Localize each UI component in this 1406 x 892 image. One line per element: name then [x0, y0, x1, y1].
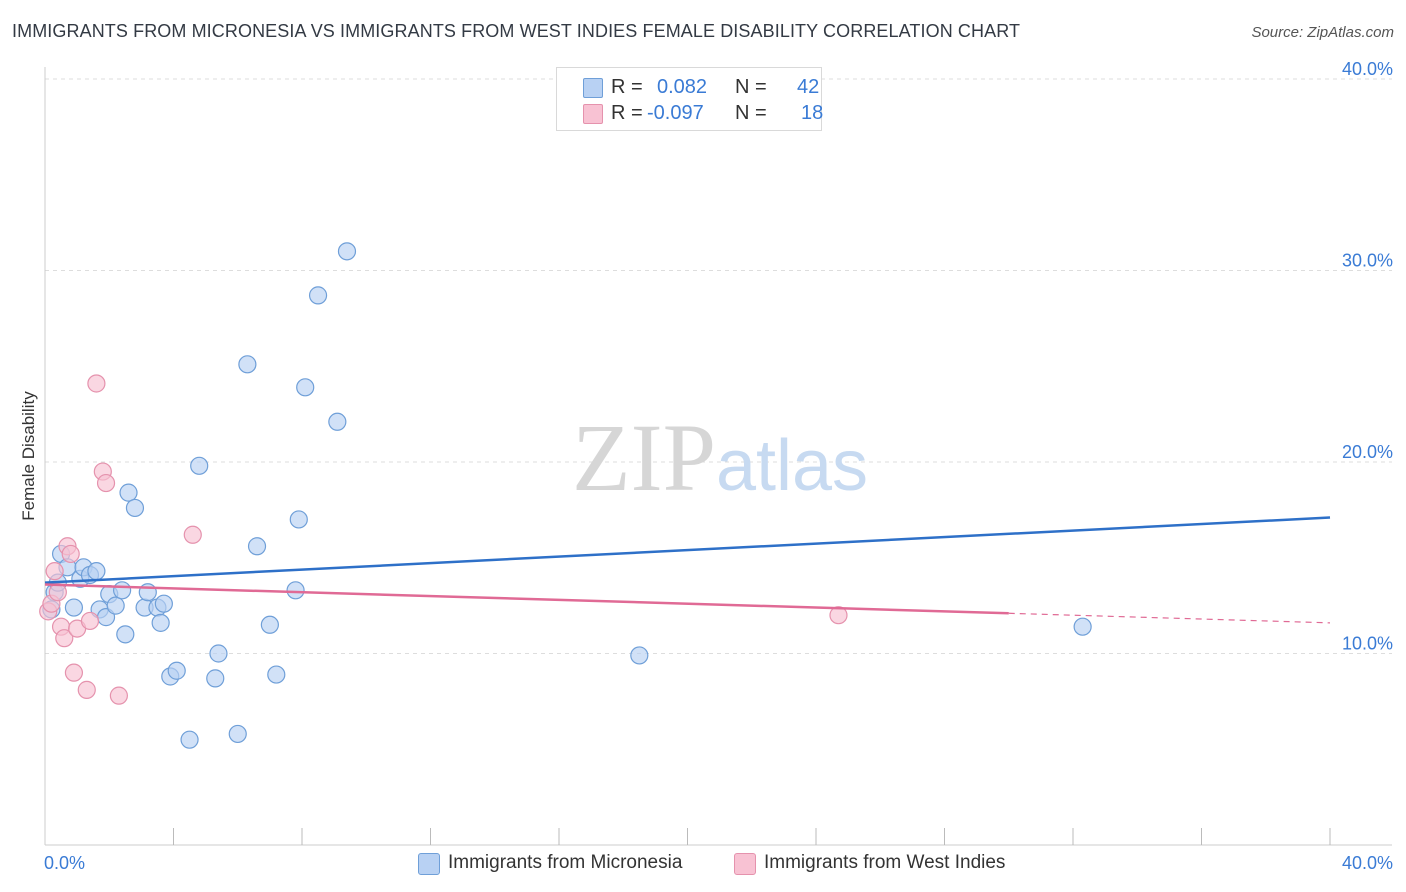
micronesia-point [286, 581, 305, 600]
west-indies-legend-swatch [734, 853, 756, 875]
micronesia-point [308, 286, 328, 305]
west-indies-point [96, 473, 116, 493]
micronesia-point [247, 537, 267, 556]
west-indies-point [61, 544, 80, 564]
micronesia-point [119, 483, 138, 502]
y-tick-label: 10.0% [1342, 634, 1393, 654]
y-tick-label: 40.0% [1342, 59, 1393, 79]
micronesia-swatch [583, 78, 603, 98]
micronesia-point [209, 644, 228, 663]
r-value: 0.082 [657, 76, 708, 98]
micronesia-point [630, 646, 649, 665]
micronesia-point [151, 613, 170, 632]
micronesia-point [64, 598, 84, 617]
micronesia-point [125, 498, 145, 518]
r-label: R = [611, 102, 643, 124]
y-tick-label: 30.0% [1342, 251, 1393, 271]
west-indies-point [77, 680, 96, 699]
micronesia-point [1073, 617, 1092, 636]
west-indies-point [55, 629, 74, 648]
micronesia-point [116, 625, 135, 644]
n-value: 18 [801, 102, 824, 124]
r-value: -0.097 [647, 102, 704, 124]
micronesia-point [260, 615, 279, 634]
chart-title: IMMIGRANTS FROM MICRONESIA VS IMMIGRANTS… [12, 21, 1021, 41]
x-tick-label: 0.0% [44, 853, 85, 873]
x-tick-label: 40.0% [1342, 853, 1393, 873]
stats-legend: R = 0.082 N = 42 R = -0.097 N = 18 [556, 67, 824, 131]
r-label: R = [611, 76, 643, 98]
watermark: ZIPatlas [572, 404, 868, 511]
micronesia-point [190, 456, 209, 475]
micronesia-point [238, 355, 257, 374]
n-label: N = [735, 102, 767, 124]
west-indies-point [829, 606, 848, 625]
y-tick-label: 20.0% [1342, 442, 1393, 462]
source-note: Source: ZipAtlas.com [1251, 24, 1394, 41]
micronesia-point [106, 596, 125, 615]
series-legend: Immigrants from Micronesia Immigrants fr… [0, 852, 1406, 876]
west-indies-swatch [583, 104, 603, 124]
micronesia-point [267, 665, 286, 684]
n-value: 42 [797, 76, 820, 98]
micronesia-trend-line [44, 516, 1331, 584]
micronesia-point [328, 412, 347, 431]
west-indies-point [64, 663, 84, 682]
micronesia-point [87, 562, 106, 581]
micronesia-point [154, 594, 173, 613]
micronesia-point [180, 730, 199, 749]
legend-label: Immigrants from Micronesia [448, 852, 683, 873]
west-indies-point [80, 611, 100, 631]
n-label: N = [735, 76, 767, 98]
micronesia-point [337, 242, 357, 261]
micronesia-point [228, 724, 247, 744]
west-indies-trend-line [44, 583, 1009, 615]
west-indies-point [109, 686, 128, 705]
micronesia-legend-swatch [418, 853, 440, 875]
west-indies-trend-extension [1008, 612, 1331, 624]
west-indies-point [183, 525, 202, 544]
micronesia-point [206, 669, 225, 688]
micronesia-point [112, 581, 132, 600]
west-indies-point [87, 374, 106, 393]
micronesia-point [296, 378, 315, 397]
micronesia-point [167, 661, 186, 680]
legend-label: Immigrants from West Indies [764, 852, 1006, 873]
west-indies-point [45, 562, 64, 581]
micronesia-point [289, 510, 308, 529]
